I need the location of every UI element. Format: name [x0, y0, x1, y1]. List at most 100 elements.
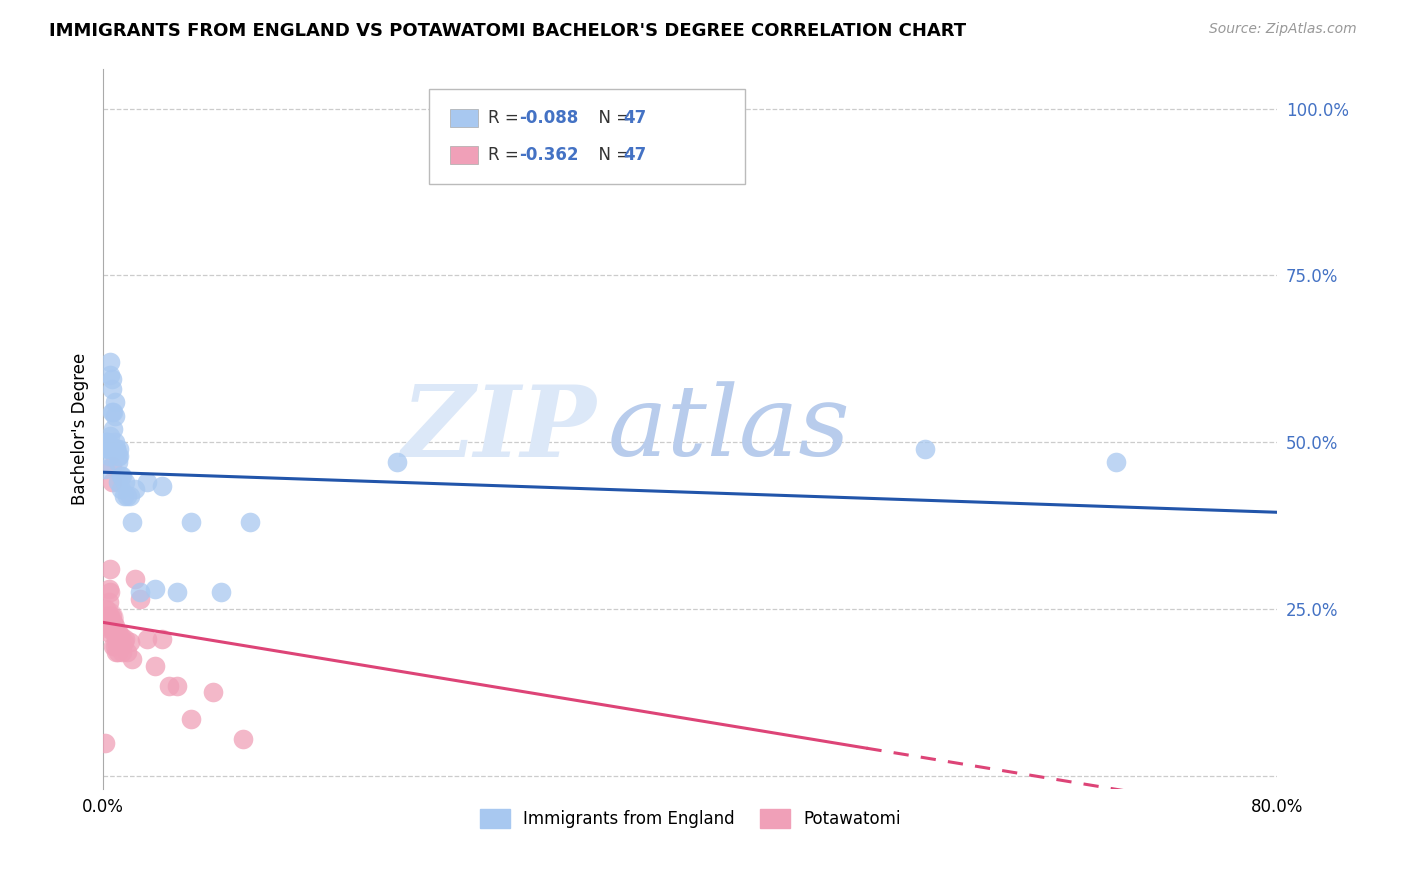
Point: [105, 629, 128, 643]
Text: -0.362: -0.362: [519, 146, 578, 164]
Point: [101, 382, 124, 396]
Point: [143, 658, 166, 673]
Point: [150, 478, 173, 492]
Point: [93, 735, 115, 749]
Point: [124, 572, 146, 586]
Text: N =: N =: [588, 146, 636, 164]
Point: [101, 405, 124, 419]
Point: [100, 368, 122, 383]
Point: [98, 449, 121, 463]
Point: [94, 602, 117, 616]
Point: [209, 585, 232, 599]
Point: [105, 442, 128, 456]
Point: [166, 585, 188, 599]
Point: [110, 635, 132, 649]
Point: [103, 442, 125, 456]
Point: [105, 635, 128, 649]
Point: [136, 632, 159, 646]
Point: [94, 435, 117, 450]
Point: [104, 639, 127, 653]
Point: [94, 435, 117, 450]
Text: N =: N =: [588, 109, 636, 127]
Point: [110, 468, 132, 483]
Point: [143, 582, 166, 596]
Point: [96, 442, 118, 456]
Point: [111, 639, 134, 653]
Point: [114, 475, 136, 490]
Point: [100, 608, 122, 623]
Text: 47: 47: [623, 146, 647, 164]
Point: [136, 475, 159, 490]
Point: [96, 618, 118, 632]
Point: [101, 475, 124, 490]
Point: [100, 562, 122, 576]
Point: [101, 372, 124, 386]
Point: [93, 612, 115, 626]
Point: [121, 652, 143, 666]
Point: [98, 608, 121, 623]
Point: [98, 442, 121, 456]
Point: [121, 516, 143, 530]
Point: [105, 442, 128, 456]
Point: [103, 422, 125, 436]
Point: [202, 685, 225, 699]
Point: [98, 595, 121, 609]
Point: [107, 449, 129, 463]
Point: [124, 482, 146, 496]
Point: [103, 639, 125, 653]
Point: [108, 449, 131, 463]
Point: [108, 442, 131, 456]
Point: [93, 462, 115, 476]
Point: [105, 645, 128, 659]
Point: [104, 409, 127, 423]
Point: [128, 592, 150, 607]
Text: R =: R =: [488, 146, 524, 164]
Point: [105, 442, 128, 456]
Text: IMMIGRANTS FROM ENGLAND VS POTAWATOMI BACHELOR'S DEGREE CORRELATION CHART: IMMIGRANTS FROM ENGLAND VS POTAWATOMI BA…: [49, 22, 966, 40]
Text: -0.088: -0.088: [519, 109, 578, 127]
Y-axis label: Bachelor's Degree: Bachelor's Degree: [72, 352, 89, 505]
Point: [111, 468, 134, 483]
Point: [107, 625, 129, 640]
Point: [108, 635, 131, 649]
Point: [385, 455, 408, 469]
Point: [914, 442, 936, 456]
Point: [107, 635, 129, 649]
Point: [115, 645, 138, 659]
Point: [103, 615, 125, 630]
Point: [96, 625, 118, 640]
Point: [128, 585, 150, 599]
Point: [180, 712, 202, 726]
Point: [103, 405, 125, 419]
Point: [96, 435, 118, 450]
Point: [101, 458, 124, 473]
Point: [112, 489, 135, 503]
Point: [115, 489, 138, 503]
Legend: Immigrants from England, Potawatomi: Immigrants from England, Potawatomi: [474, 803, 907, 835]
Text: 47: 47: [623, 109, 647, 127]
Point: [103, 625, 125, 640]
Point: [114, 632, 136, 646]
Point: [100, 585, 122, 599]
Point: [104, 435, 127, 450]
Text: atlas: atlas: [609, 381, 851, 476]
Point: [104, 618, 127, 632]
Point: [239, 516, 262, 530]
Point: [107, 455, 129, 469]
Point: [101, 608, 124, 623]
Point: [94, 608, 117, 623]
Point: [107, 475, 129, 490]
Point: [110, 482, 132, 496]
Point: [118, 489, 141, 503]
Point: [100, 428, 122, 442]
Text: Source: ZipAtlas.com: Source: ZipAtlas.com: [1209, 22, 1357, 37]
Point: [111, 645, 134, 659]
Point: [108, 629, 131, 643]
Point: [107, 645, 129, 659]
Text: R =: R =: [488, 109, 524, 127]
Point: [157, 679, 180, 693]
Point: [166, 679, 188, 693]
Point: [232, 732, 254, 747]
Point: [112, 635, 135, 649]
Point: [118, 635, 141, 649]
